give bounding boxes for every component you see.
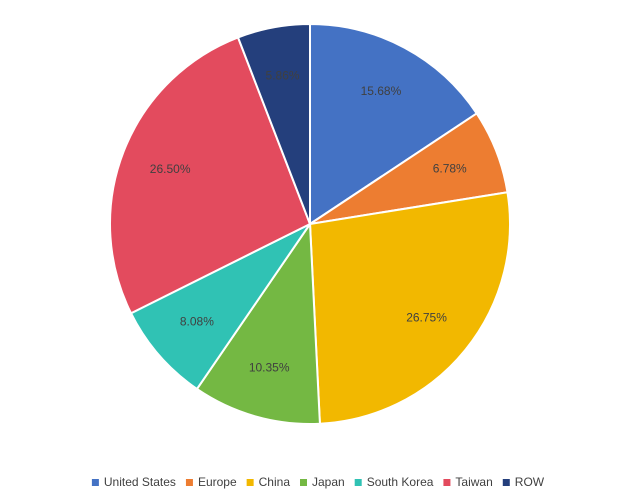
legend-swatch: [300, 479, 307, 486]
legend-swatch: [185, 479, 193, 486]
pie-slice: [195, 220, 321, 425]
pie-slice: [308, 191, 511, 425]
data-label: 10.35%: [249, 361, 290, 375]
data-label: 6.78%: [433, 162, 467, 176]
pie-slice: [129, 221, 314, 391]
pie-slice: [109, 36, 312, 315]
data-label: 26.50%: [150, 162, 191, 176]
legend-label: Europe: [198, 475, 237, 489]
legend-label: ROW: [515, 475, 545, 489]
pie-slice: [309, 22, 479, 226]
legend-swatch: [443, 479, 451, 486]
legend-swatch: [91, 479, 99, 486]
legend-label: United States: [104, 475, 176, 489]
pie-slice: [236, 22, 311, 225]
data-label: 15.68%: [361, 84, 402, 98]
legend-label: South Korea: [367, 475, 434, 489]
legend-swatch: [502, 479, 510, 486]
data-label: 5.86%: [266, 69, 300, 83]
data-label: 26.75%: [406, 311, 447, 325]
legend-label: Taiwan: [455, 475, 492, 489]
legend-label: China: [259, 475, 291, 489]
legend: United States Europe China Japan South Korea…: [91, 475, 545, 489]
data-label: 8.08%: [180, 315, 214, 329]
legend-swatch: [246, 479, 254, 486]
legend-label: Japan: [312, 475, 345, 489]
legend-swatch: [354, 479, 362, 486]
